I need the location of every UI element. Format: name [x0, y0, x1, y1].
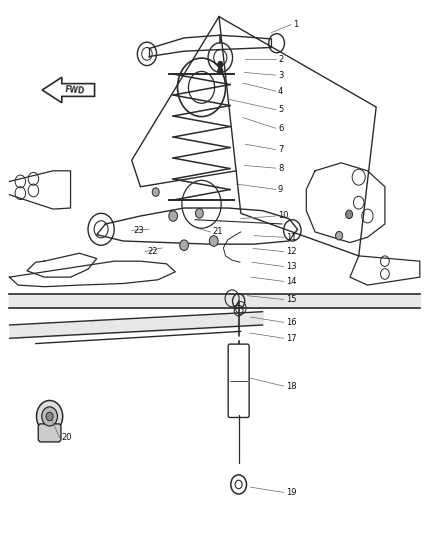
Text: 19: 19 [286, 488, 296, 497]
Text: 16: 16 [286, 318, 297, 327]
Circle shape [218, 68, 223, 74]
Text: 18: 18 [286, 382, 297, 391]
Circle shape [346, 210, 353, 219]
Circle shape [195, 208, 203, 218]
Circle shape [218, 61, 223, 68]
Text: 23: 23 [134, 226, 145, 235]
Text: 3: 3 [278, 70, 283, 79]
Text: 9: 9 [278, 185, 283, 194]
Text: 4: 4 [278, 86, 283, 95]
Circle shape [180, 240, 188, 251]
Circle shape [209, 236, 218, 246]
Circle shape [36, 400, 63, 432]
Text: FWD: FWD [64, 85, 85, 95]
Text: 10: 10 [278, 212, 289, 221]
Text: 7: 7 [278, 145, 283, 154]
Text: 8: 8 [278, 164, 283, 173]
FancyBboxPatch shape [228, 344, 249, 417]
Text: 22: 22 [147, 247, 157, 256]
Text: 17: 17 [286, 334, 297, 343]
Circle shape [169, 211, 177, 221]
Text: 15: 15 [286, 295, 296, 304]
Text: 5: 5 [278, 105, 283, 114]
Text: 20: 20 [62, 433, 72, 442]
Text: 11: 11 [286, 233, 296, 242]
Polygon shape [42, 77, 95, 103]
Text: 6: 6 [278, 124, 283, 133]
Text: 12: 12 [286, 247, 296, 256]
Circle shape [336, 231, 343, 240]
Text: 14: 14 [286, 277, 296, 286]
Circle shape [42, 407, 57, 426]
Text: 13: 13 [286, 262, 297, 271]
Text: 2: 2 [278, 55, 283, 63]
Text: 21: 21 [212, 228, 223, 237]
Circle shape [46, 412, 53, 421]
Text: 1: 1 [293, 20, 298, 29]
Circle shape [152, 188, 159, 196]
FancyBboxPatch shape [38, 424, 61, 442]
